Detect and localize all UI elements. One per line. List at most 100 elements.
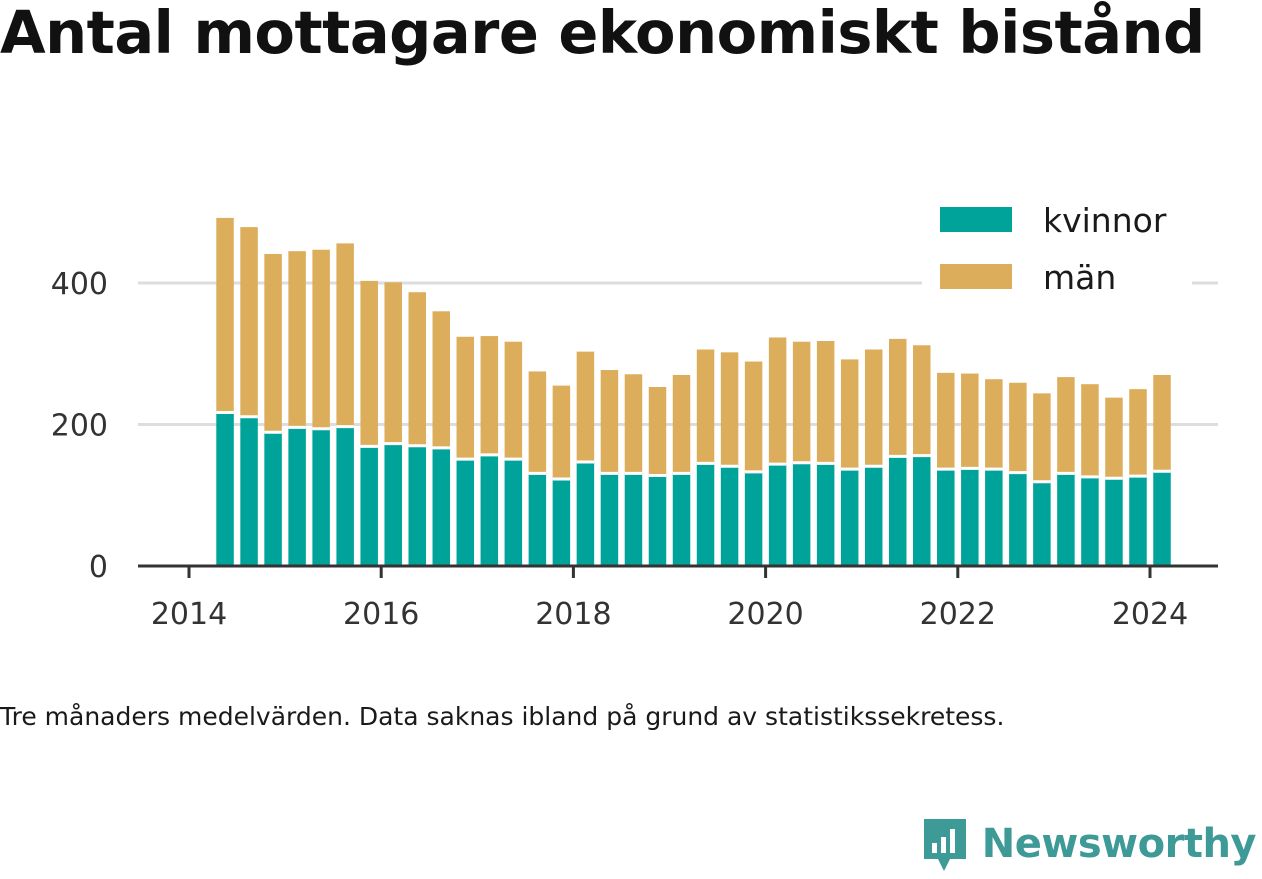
- bar-man: [288, 251, 306, 428]
- bar-man: [480, 336, 499, 455]
- bar-kvinnor: [312, 428, 330, 566]
- bar-man: [648, 387, 667, 476]
- bar-kvinnor: [840, 469, 859, 566]
- bar-kvinnor: [456, 459, 475, 566]
- x-tick-label: 2022: [920, 597, 996, 632]
- bar-man: [961, 373, 979, 469]
- x-tick-label: 2016: [343, 597, 419, 632]
- bar-man: [576, 351, 595, 462]
- bar-man: [792, 341, 811, 463]
- bar-man: [384, 282, 402, 444]
- bar-kvinnor: [624, 473, 643, 566]
- bar-man: [312, 249, 330, 429]
- bar-kvinnor: [384, 443, 402, 566]
- axes: 0 200 400 2014 2016 2018 2020 2022 2024: [51, 267, 1218, 632]
- bar-man: [1057, 377, 1075, 474]
- bar-man: [840, 359, 859, 470]
- bar-man: [264, 253, 282, 433]
- bar-kvinnor: [913, 455, 931, 566]
- x-tick-label: 2014: [151, 597, 227, 632]
- bar-kvinnor: [744, 471, 763, 566]
- chart-title: Antal mottagare ekonomiskt bistånd: [0, 0, 1205, 67]
- bar-kvinnor: [985, 469, 1003, 566]
- legend-label: kvinnor: [1043, 201, 1167, 240]
- bar-kvinnor: [264, 432, 282, 566]
- x-tick-label: 2024: [1112, 597, 1188, 632]
- bar-kvinnor: [1009, 472, 1027, 566]
- bar-man: [937, 372, 955, 470]
- bar-man: [360, 280, 378, 447]
- bar-kvinnor: [888, 456, 907, 566]
- stacked-bar-chart: 0 200 400 2014 2016 2018 2020 2022 2024 kvinnor m…: [50, 190, 1218, 632]
- bar-kvinnor: [408, 445, 426, 566]
- bar-kvinnor: [504, 459, 523, 566]
- bar-man: [864, 349, 883, 467]
- bar-kvinnor: [720, 466, 739, 566]
- bar-man: [672, 374, 691, 474]
- legend-swatch: [940, 207, 1012, 232]
- bar-man: [816, 341, 835, 464]
- bar-kvinnor: [1081, 476, 1099, 566]
- bar-kvinnor: [1129, 476, 1147, 566]
- bar-kvinnor: [696, 463, 715, 566]
- bar-man: [408, 292, 426, 446]
- newsworthy-logo[interactable]: Newsworthy: [920, 815, 1257, 873]
- bar-kvinnor: [432, 447, 451, 566]
- legend-swatch: [940, 264, 1012, 289]
- bar-kvinnor: [648, 475, 667, 566]
- bar-kvinnor: [792, 462, 811, 566]
- bar-kvinnor: [480, 454, 499, 566]
- bar-man: [888, 338, 907, 457]
- y-tick-label: 200: [51, 409, 108, 444]
- legend: kvinnor män: [922, 190, 1192, 305]
- bar-man: [504, 341, 523, 460]
- bar-kvinnor: [1057, 473, 1075, 566]
- bar-man: [456, 336, 475, 460]
- bar-kvinnor: [937, 469, 955, 566]
- bar-kvinnor: [552, 478, 571, 566]
- bar-man: [336, 243, 354, 427]
- bar-man: [240, 227, 258, 417]
- bar-kvinnor: [1033, 481, 1051, 566]
- footnote: Tre månaders medelvärden. Data saknas ib…: [0, 702, 1005, 731]
- bar-man: [1081, 384, 1099, 477]
- bar-kvinnor: [864, 466, 883, 566]
- bar-man: [1033, 393, 1051, 482]
- bar-kvinnor: [576, 461, 595, 566]
- bar-kvinnor: [360, 446, 378, 566]
- bar-kvinnor: [768, 464, 787, 566]
- bar-man: [1105, 397, 1123, 479]
- bars: [216, 217, 1171, 566]
- bar-man: [768, 337, 787, 465]
- y-tick-label: 0: [89, 550, 108, 585]
- y-tick-label: 400: [51, 267, 108, 302]
- bar-kvinnor: [816, 463, 835, 566]
- bar-kvinnor: [600, 473, 619, 566]
- x-tick-label: 2020: [727, 597, 803, 632]
- bar-man: [720, 352, 739, 467]
- bar-man: [985, 379, 1003, 470]
- bar-man: [600, 370, 619, 474]
- bar-kvinnor: [288, 427, 306, 566]
- bar-man: [913, 345, 931, 456]
- bar-kvinnor: [1105, 478, 1123, 566]
- bar-man: [1129, 389, 1147, 477]
- newsworthy-logo-icon: [923, 819, 966, 871]
- bar-kvinnor: [1153, 471, 1171, 566]
- bar-man: [528, 371, 547, 474]
- bar-man: [216, 217, 234, 413]
- bar-man: [432, 311, 451, 448]
- legend-label: män: [1043, 258, 1116, 297]
- x-tick-label: 2018: [535, 597, 611, 632]
- bar-kvinnor: [216, 412, 234, 566]
- bar-kvinnor: [672, 473, 691, 566]
- bar-man: [1153, 374, 1171, 472]
- bar-man: [1009, 382, 1027, 473]
- bar-kvinnor: [336, 426, 354, 566]
- bar-man: [624, 374, 643, 474]
- bar-man: [552, 385, 571, 479]
- bar-kvinnor: [240, 416, 258, 566]
- bar-man: [696, 349, 715, 464]
- bar-kvinnor: [528, 473, 547, 566]
- bar-kvinnor: [961, 468, 979, 566]
